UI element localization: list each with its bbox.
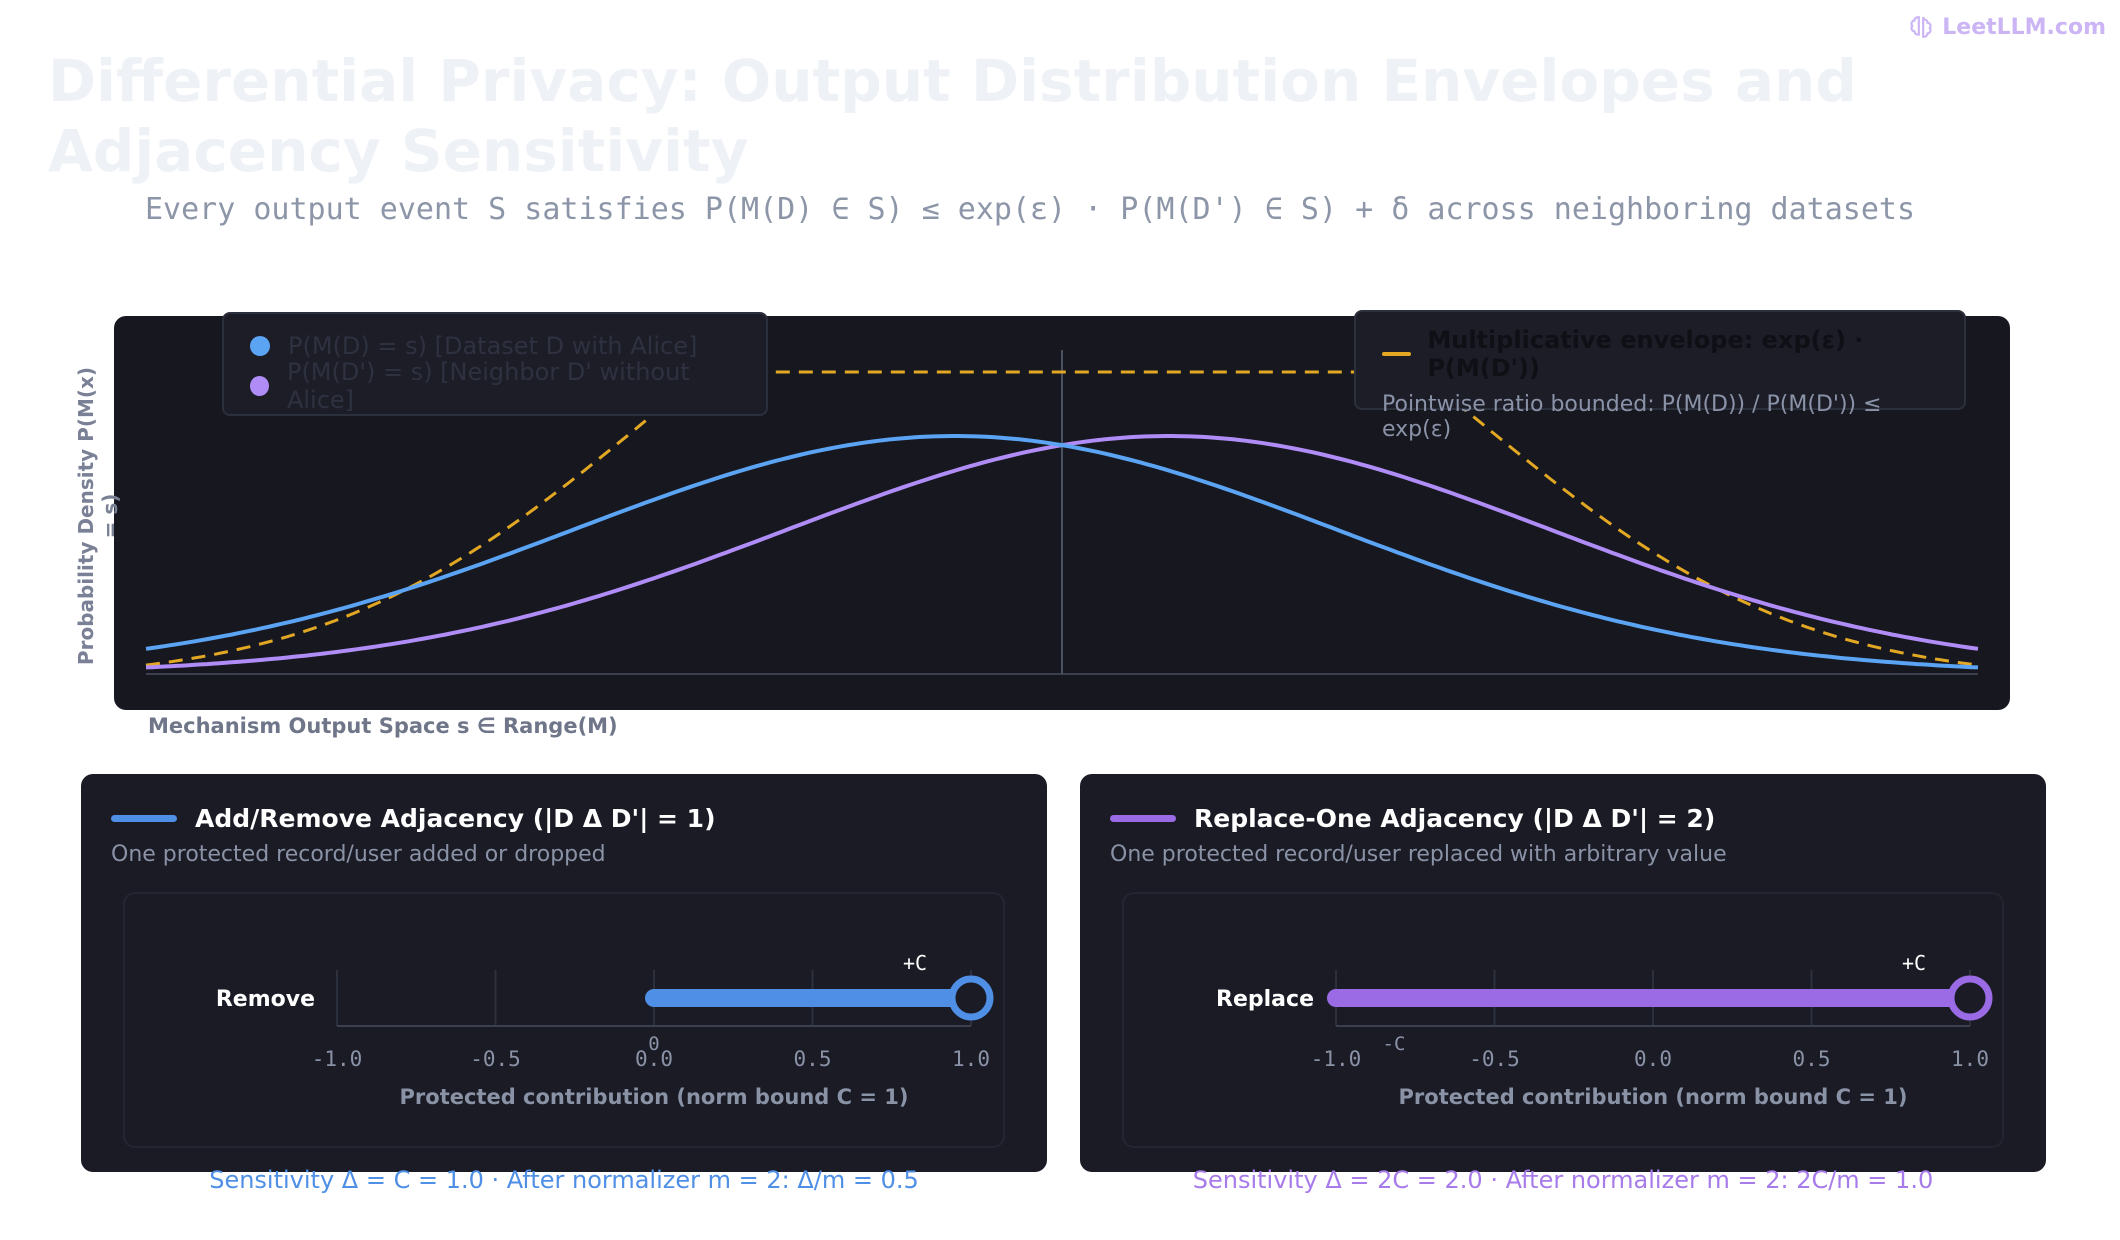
density-chart — [145, 350, 1979, 675]
slider-tick-label: 0.0 — [635, 1047, 673, 1071]
x-axis-label: Mechanism Output Space s ∈ Range(M) — [148, 714, 618, 738]
add-remove-slider: Remove -1.0 -0.5 0.0 0.5 1.0 +C 0 Protected cont… — [216, 951, 994, 1109]
slider-tick-label: 0.0 — [1634, 1047, 1672, 1071]
chart-legend: P(M(D) = s) [Dataset D with Alice] P(M(D… — [222, 312, 768, 416]
legend-dot-purple — [250, 376, 269, 396]
envelope-curve — [145, 370, 1979, 667]
legend-label: P(M(D) = s) [Dataset D with Alice] — [288, 332, 698, 360]
add-remove-title: Add/Remove Adjacency (|D Δ D'| = 1) — [195, 804, 716, 833]
slider-axis-label: Protected contribution (norm bound C = 1… — [1399, 1085, 1908, 1109]
slider-axis-label: Protected contribution (norm bound C = 1… — [400, 1085, 909, 1109]
slider-tick-label: -1.0 — [312, 1047, 363, 1071]
envelope-swatch — [1382, 352, 1412, 356]
slider-tick-label: 0.5 — [794, 1047, 832, 1071]
brand-name: LeetLLM.com — [1942, 14, 2106, 40]
add-remove-card: Add/Remove Adjacency (|D Δ D'| = 1) One … — [81, 774, 1047, 1172]
replace-one-subtitle: One protected record/user replaced with … — [1110, 842, 1727, 867]
replace-one-slider-panel: Replace -1.0 -0.5 0.0 0.5 1.0 +C -C Protected co… — [1122, 892, 2004, 1148]
replace-one-sensitivity: Sensitivity Δ = 2C = 2.0 · After normali… — [1192, 1166, 1934, 1194]
add-remove-subtitle: One protected record/user added or dropp… — [111, 842, 606, 867]
slider-handle[interactable] — [948, 975, 994, 1021]
page-subtitle: Every output event S satisfies P(M(D) ∈ … — [144, 192, 1916, 227]
replace-one-title: Replace-One Adjacency (|D Δ D'| = 2) — [1194, 804, 1716, 833]
envelope-subtitle: Pointwise ratio bounded: P(M(D)) / P(M(D… — [1382, 392, 1882, 442]
y-axis-label: Probability Density P(M(x) = s) — [58, 362, 138, 665]
y-axis-label-text: Probability Density P(M(x) = s) — [74, 366, 122, 666]
slider-tick-label: 0.5 — [1793, 1047, 1831, 1071]
page-title: Differential Privacy: Output Distributio… — [48, 47, 1857, 185]
slider-tick-label: 1.0 — [952, 1047, 990, 1071]
legend-label: P(M(D') = s) [Neighbor D' without Alice] — [286, 358, 690, 414]
envelope-title: Multiplicative envelope: exp(ε) · P(M(D'… — [1427, 326, 1864, 382]
add-remove-sensitivity: Sensitivity Δ = C = 1.0 · After normaliz… — [209, 1166, 919, 1194]
slider-tick-label: -1.0 — [1311, 1047, 1362, 1071]
brand-logo[interactable]: LeetLLM.com — [1908, 14, 2106, 40]
replace-one-card: Replace-One Adjacency (|D Δ D'| = 2) One… — [1080, 774, 2046, 1172]
legend-item-dataset-d-prime: P(M(D') = s) [Neighbor D' without Alice] — [250, 358, 740, 414]
brain-icon — [1910, 16, 1932, 38]
envelope-legend: Multiplicative envelope: exp(ε) · P(M(D'… — [1354, 310, 1966, 442]
add-remove-slider-panel: Remove -1.0 -0.5 0.0 0.5 1.0 +C 0 Protected cont… — [123, 892, 1005, 1148]
slider-tick-label: -0.5 — [1469, 1047, 1520, 1071]
start-marker-label: -C — [1383, 1033, 1406, 1055]
density-curve-d — [145, 434, 1979, 670]
replace-one-slider: Replace -1.0 -0.5 0.0 0.5 1.0 +C -C Protected co… — [1216, 951, 1993, 1109]
end-marker-label: +C — [903, 951, 927, 975]
end-marker-label: +C — [1902, 951, 1926, 975]
slider-row-label: Replace — [1216, 987, 1314, 1012]
legend-item-dataset-d: P(M(D) = s) [Dataset D with Alice] — [250, 326, 740, 366]
legend-dot-blue — [250, 336, 270, 356]
slider-handle[interactable] — [1947, 975, 1993, 1021]
slider-row-label: Remove — [216, 987, 315, 1012]
start-marker-label: 0 — [648, 1033, 659, 1055]
slider-tick-label: -0.5 — [470, 1047, 521, 1071]
slider-tick-label: 1.0 — [1951, 1047, 1989, 1071]
replace-one-swatch — [1110, 815, 1176, 822]
add-remove-swatch — [111, 815, 177, 822]
